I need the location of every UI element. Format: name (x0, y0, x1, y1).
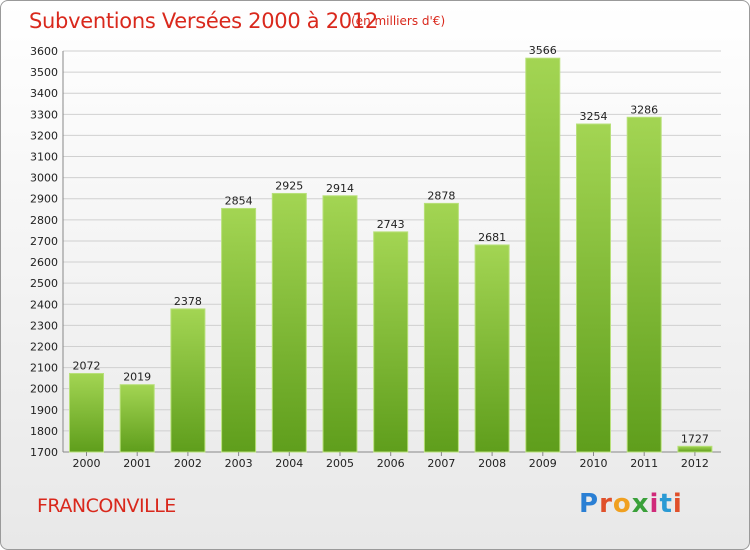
x-tick-label: 2010 (580, 457, 608, 470)
y-tick-label: 2600 (30, 256, 58, 269)
y-tick-label: 2900 (30, 193, 58, 206)
bar-2006 (373, 231, 409, 453)
y-tick-label: 3000 (30, 172, 58, 185)
y-tick-label: 3600 (30, 45, 58, 58)
logo-letter: r (599, 489, 613, 519)
bar-2008 (474, 244, 510, 453)
bar-2010 (576, 123, 611, 453)
y-tick-label: 2100 (30, 362, 58, 375)
x-tick-label: 2011 (630, 457, 658, 470)
y-tick-label: 3200 (30, 129, 58, 142)
y-tick-label: 2200 (30, 340, 58, 353)
y-tick-label: 3100 (30, 151, 58, 164)
x-tick-label: 2003 (225, 457, 253, 470)
bar-value-label: 3254 (580, 110, 608, 123)
logo-letter: t (659, 489, 673, 519)
bar-2001 (119, 384, 155, 453)
bar-value-label: 2743 (377, 218, 405, 231)
x-tick-label: 2008 (478, 457, 506, 470)
bar-value-label: 1727 (681, 432, 709, 445)
logo-letter: i (672, 489, 683, 519)
x-axis: 2000 2001 2002 2003 2004 2005 2006 2007 2008 2009… (73, 452, 709, 470)
x-tick-label: 2001 (123, 457, 151, 470)
bar-2004 (271, 192, 307, 453)
bar-2012 (677, 445, 713, 453)
bar-value-label: 2681 (478, 231, 506, 244)
y-tick-label: 2700 (30, 235, 58, 248)
bar-value-label: 2854 (225, 194, 253, 207)
bars: 2072 2019 2378 2854 2925 2914 2743 2878 2681 3566… (69, 44, 713, 453)
bar-2011 (626, 116, 662, 453)
bar-value-label: 3566 (529, 44, 557, 57)
bar-value-label: 2378 (174, 295, 202, 308)
logo-letter: P (579, 489, 600, 519)
bar-value-label: 2878 (427, 189, 455, 202)
bar-value-label: 2072 (73, 359, 101, 372)
bar-value-label: 2019 (123, 371, 151, 384)
y-tick-label: 2400 (30, 298, 58, 311)
y-tick-label: 1900 (30, 404, 58, 417)
bar-chart: 1700 1800 1900 2000 2100 2200 2300 2400 2500 2600… (30, 44, 721, 470)
x-tick-label: 2006 (377, 457, 405, 470)
y-tick-label: 3500 (30, 66, 58, 79)
bar-2003 (221, 207, 257, 453)
bar-2000 (69, 372, 104, 453)
proxiti-logo[interactable]: Proxiti (579, 489, 683, 519)
logo-letter: i (649, 489, 660, 519)
city-name: FRANCONVILLE (37, 495, 176, 517)
y-tick-label: 2300 (30, 319, 58, 332)
x-tick-label: 2012 (681, 457, 709, 470)
x-tick-label: 2000 (73, 457, 101, 470)
bar-2005 (322, 195, 358, 453)
y-tick-label: 3400 (30, 87, 58, 100)
y-axis: 1700 1800 1900 2000 2100 2200 2300 2400 2500 2600… (30, 45, 64, 459)
logo-letter: x (631, 489, 650, 519)
y-tick-label: 2500 (30, 277, 58, 290)
x-tick-label: 2007 (427, 457, 455, 470)
bar-value-label: 2925 (275, 179, 303, 192)
chart-title: Subventions Versées 2000 à 2012 (29, 9, 378, 33)
bar-2002 (170, 308, 206, 453)
logo-letter: o (612, 489, 632, 519)
x-tick-label: 2005 (326, 457, 354, 470)
y-tick-label: 3300 (30, 108, 58, 121)
bar-2007 (423, 202, 459, 453)
y-tick-label: 1800 (30, 425, 58, 438)
x-tick-label: 2009 (529, 457, 557, 470)
y-tick-label: 1700 (30, 446, 58, 459)
x-tick-label: 2004 (275, 457, 303, 470)
chart-subtitle: (en milliers d'€) (351, 14, 446, 28)
bar-value-label: 2914 (326, 182, 354, 195)
y-tick-label: 2800 (30, 214, 58, 227)
x-tick-label: 2002 (174, 457, 202, 470)
y-tick-label: 2000 (30, 383, 58, 396)
bar-value-label: 3286 (630, 103, 658, 116)
bar-2009 (525, 57, 561, 453)
